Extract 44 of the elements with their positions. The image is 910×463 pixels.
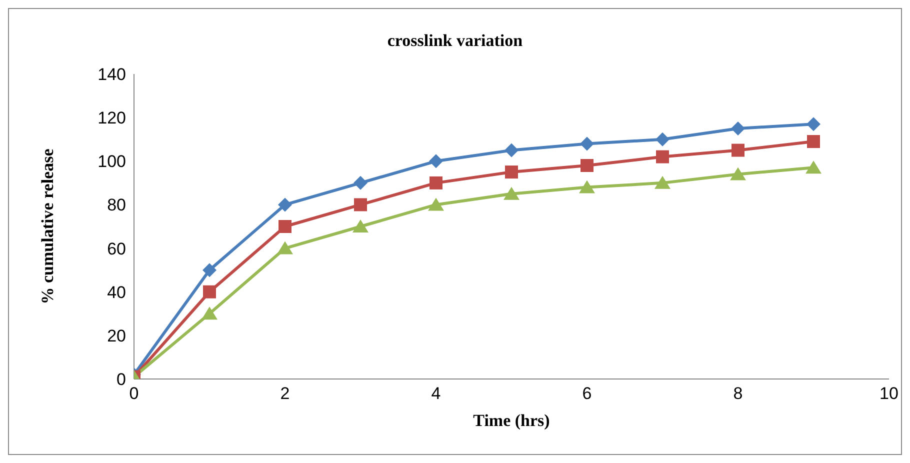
y-tick-label: 0 xyxy=(116,370,126,390)
point xyxy=(505,166,518,179)
y-tick-label: 60 xyxy=(107,239,126,258)
y-tick-label: 80 xyxy=(107,196,126,215)
point xyxy=(732,144,744,157)
point xyxy=(579,180,595,194)
x-tick-label: 8 xyxy=(733,384,743,404)
point xyxy=(731,121,745,136)
point xyxy=(807,135,820,148)
x-tick-label: 10 xyxy=(880,384,898,404)
x-tick-label: 4 xyxy=(431,384,441,404)
point xyxy=(580,159,594,172)
point xyxy=(656,132,670,146)
point xyxy=(806,117,820,132)
point xyxy=(203,285,216,298)
x-tick-label: 0 xyxy=(129,384,139,404)
y-tick-label: 120 xyxy=(98,108,126,128)
point xyxy=(730,167,746,180)
y-tick-label: 140 xyxy=(98,65,126,84)
point xyxy=(504,186,520,200)
point xyxy=(352,220,368,232)
x-tick-label: 6 xyxy=(582,384,592,404)
point xyxy=(654,176,670,189)
point xyxy=(429,154,443,168)
x-tick-label: 2 xyxy=(280,384,290,404)
point xyxy=(278,198,292,212)
point xyxy=(277,241,293,254)
y-tick-label: 40 xyxy=(107,282,126,302)
point xyxy=(202,306,218,320)
y-tick-label: 100 xyxy=(98,152,126,172)
x-axis-title: Time (hrs) xyxy=(473,411,550,430)
point xyxy=(354,198,367,212)
point xyxy=(504,143,518,158)
point xyxy=(656,150,669,164)
point xyxy=(428,198,444,211)
point xyxy=(806,160,822,174)
chart-title: crosslink variation xyxy=(386,31,524,51)
y-tick-label: 20 xyxy=(107,326,126,346)
point xyxy=(278,220,292,233)
y-axis-title: % cumulative release xyxy=(38,148,58,304)
point xyxy=(580,136,594,151)
point xyxy=(202,263,216,278)
point xyxy=(430,176,442,190)
point xyxy=(354,176,368,190)
